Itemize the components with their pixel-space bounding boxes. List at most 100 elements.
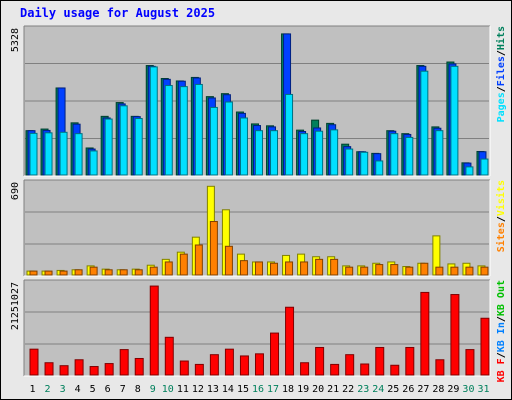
legend-kb_out: KB Out [496, 280, 507, 316]
bar-kb-f [435, 359, 445, 376]
bar-pages [104, 118, 113, 176]
bar-sites [345, 266, 354, 276]
bar-pages [315, 130, 324, 176]
bar-kb-f [149, 285, 159, 376]
bar-sites [59, 270, 68, 276]
bar-pages [480, 158, 489, 176]
y-max-label: 5328 [10, 28, 21, 52]
bar-pages [179, 86, 188, 176]
legend-hits-files-pages: Pages/Files/Hits [495, 26, 507, 122]
day-label: 3 [60, 384, 66, 395]
bar-sites [179, 253, 188, 276]
bar-kb-f [44, 362, 54, 376]
day-label: 22 [342, 384, 354, 395]
panel-hits-files-pages: 5328 Pages/Files/Hits [10, 25, 507, 177]
bar-sites [164, 261, 173, 276]
bar-pages [224, 101, 233, 176]
bar-kb-f [285, 306, 295, 376]
bar-pages [89, 150, 98, 176]
day-label: 5 [90, 384, 96, 395]
bar-sites [270, 262, 279, 276]
bar-sites [390, 264, 399, 276]
bar-kb-f [254, 353, 264, 376]
bar-kb-f [59, 365, 69, 376]
bar-pages [149, 66, 158, 176]
bar-sites [209, 221, 218, 276]
bar-pages [134, 118, 143, 176]
bar-kb-f [74, 359, 84, 376]
bar-sites [285, 261, 294, 276]
bar-sites [315, 258, 324, 276]
bar-pages [390, 133, 399, 176]
bar-kb-f [405, 346, 415, 376]
panel-background [24, 180, 490, 276]
day-label: 29 [447, 384, 459, 395]
day-label: 9 [150, 384, 156, 395]
bar-pages [420, 70, 429, 176]
bar-sites [450, 266, 459, 276]
bar-kb-f [164, 336, 174, 376]
bar-sites [465, 266, 474, 276]
bar-kb-f [375, 346, 385, 376]
bar-pages [270, 130, 279, 176]
bar-kb-f [300, 362, 310, 376]
day-label: 23 [357, 384, 369, 395]
bar-sites [224, 245, 233, 276]
bar-pages [360, 151, 369, 176]
bar-sites [149, 266, 158, 276]
bar-kb-f [209, 354, 219, 376]
day-label: 16 [252, 384, 264, 395]
y-max-label: 690 [10, 182, 21, 200]
bar-kb-f [330, 363, 340, 376]
bar-kb-f [315, 346, 325, 376]
day-label: 30 [462, 384, 474, 395]
bar-sites [44, 270, 53, 276]
bar-kb-f [270, 332, 280, 376]
bar-pages [345, 148, 354, 176]
legend-kb_in: KB In [496, 322, 507, 352]
day-label: 20 [312, 384, 324, 395]
legend-visits: Visits [495, 180, 507, 216]
day-label: 28 [432, 384, 444, 395]
day-label: 10 [162, 384, 174, 395]
legend-files: Files [495, 56, 507, 86]
bar-sites [300, 261, 309, 276]
legend-visits-sites: Sites/Visits [495, 180, 507, 252]
bar-kb-f [420, 291, 430, 376]
bar-sites [134, 269, 143, 276]
day-label: 27 [417, 384, 429, 395]
day-label: 24 [372, 384, 384, 395]
bar-pages [164, 85, 173, 176]
bar-pages [450, 65, 459, 176]
bar-pages [300, 133, 309, 176]
bar-sites [104, 269, 113, 276]
bar-kb-f [390, 364, 400, 376]
bar-pages [239, 117, 248, 176]
bar-kb-f [104, 363, 114, 376]
legend-separator: / [496, 316, 507, 322]
bar-pages [254, 130, 263, 176]
bar-pages [44, 132, 53, 176]
bar-pages [330, 129, 339, 176]
day-label: 14 [222, 384, 234, 395]
bar-pages [285, 93, 294, 176]
bar-pages [119, 105, 128, 176]
bar-sites [254, 261, 263, 276]
bar-sites [89, 266, 98, 276]
bar-kb-f [89, 366, 99, 376]
bar-sites [239, 260, 248, 276]
bar-kb-f [239, 355, 249, 376]
day-label: 17 [267, 384, 279, 395]
bar-pages [209, 106, 218, 176]
day-label: 18 [282, 384, 294, 395]
bar-kb-f [360, 363, 370, 376]
chart-title: Daily usage for August 2025 [20, 6, 216, 20]
bar-pages [74, 133, 83, 176]
legend-kbytes: KB F/KB In/KB Out [496, 280, 507, 382]
legend-sites: Sites [495, 222, 507, 252]
legend-separator: / [496, 86, 507, 92]
bar-kb-f [345, 354, 355, 376]
bar-kb-f [194, 363, 204, 376]
